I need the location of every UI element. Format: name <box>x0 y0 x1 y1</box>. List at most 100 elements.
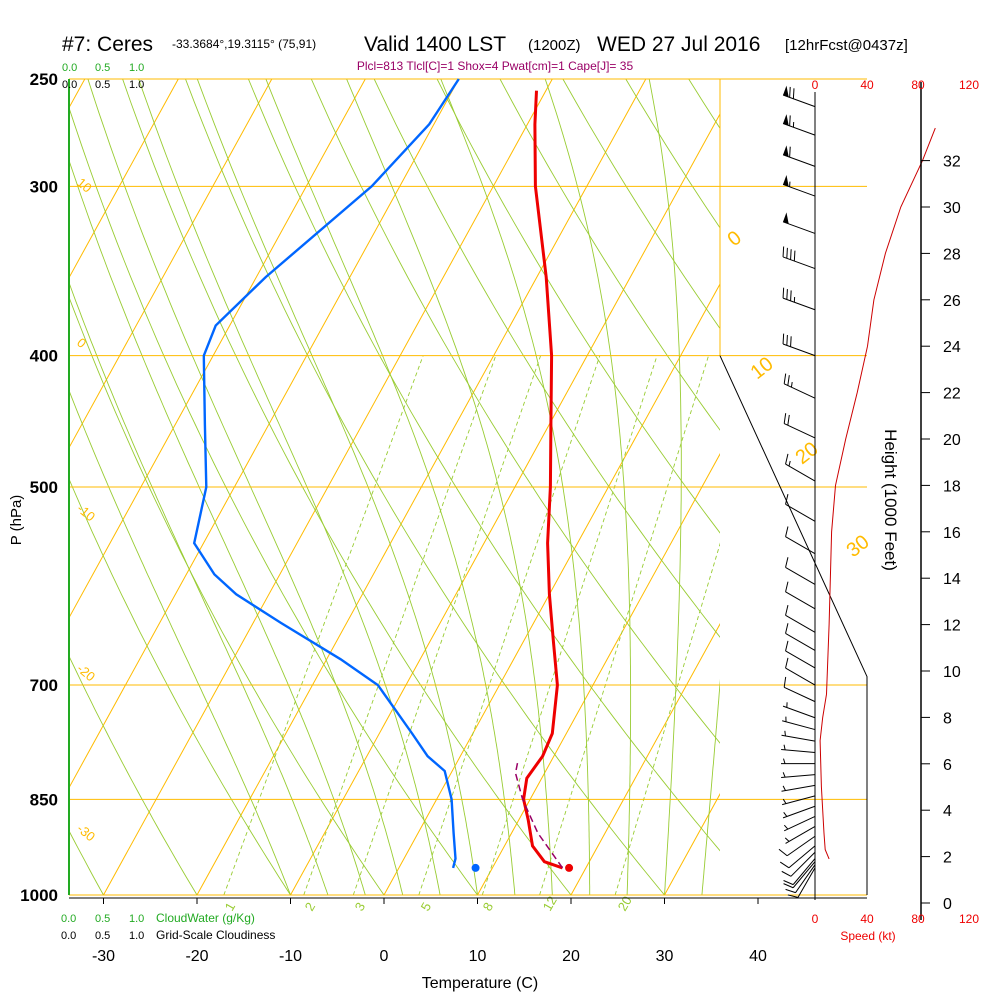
wind-barb <box>782 246 816 270</box>
mixing-ratio-3 <box>352 355 542 895</box>
wind-barb <box>785 657 816 686</box>
wind-barb-flag <box>785 640 789 652</box>
speed-bottom-tick-80: 80 <box>911 912 925 926</box>
height-axis-title: Height (1000 Feet) <box>881 429 900 571</box>
pressure-tick-400: 400 <box>30 347 58 366</box>
wind-barb <box>783 413 816 439</box>
top-cloud-scale-0: 0.0 <box>62 79 77 91</box>
wind-barb-flag <box>786 334 788 346</box>
height-tick-28: 28 <box>943 246 961 263</box>
wind-barb-flag <box>793 250 796 262</box>
wind-barb-half-flag <box>784 837 790 842</box>
wind-barb-flag <box>785 453 789 465</box>
bottom-cloud-scale-0: 0.0 <box>61 930 76 942</box>
wind-barb-flag <box>789 86 791 98</box>
wind-barb-staff <box>785 650 816 669</box>
wind-barb-flag <box>783 676 787 688</box>
wind-barb-staff <box>781 774 816 779</box>
wind-barb-flag <box>789 115 791 126</box>
dry-adiabat-60 <box>373 79 720 638</box>
height-tick-24: 24 <box>943 339 961 356</box>
valid-time: Valid 1400 LST <box>364 33 506 56</box>
surface-temperature-dot <box>565 863 574 872</box>
adiabat-label--30: -30 <box>74 821 98 845</box>
wind-barb-flag <box>785 557 789 568</box>
profile-layer <box>192 78 936 872</box>
wind-barb-staff <box>783 423 816 439</box>
wind-barb-staff <box>782 720 816 731</box>
wind-barb-flag <box>783 880 794 886</box>
temp-tick--20: -20 <box>185 948 208 965</box>
moist-adiabat-6 <box>138 79 441 895</box>
adiabat-label--10: -10 <box>74 501 98 525</box>
wind-barb-staff <box>783 686 816 703</box>
wind-barb-flag <box>785 623 789 634</box>
wind-barb-staff <box>797 867 816 898</box>
height-tick-4: 4 <box>943 803 952 820</box>
temp-tick--30: -30 <box>92 948 115 965</box>
wind-barb-staff <box>782 343 816 357</box>
pressure-tick-250: 250 <box>30 70 58 89</box>
wind-barb <box>779 845 816 869</box>
dewpoint-line <box>192 78 460 869</box>
wind-barb-flag <box>786 289 788 300</box>
wind-barb <box>785 526 816 555</box>
dry-adiabat-40 <box>247 79 720 852</box>
mixing-ratio-label-5: 5 <box>418 900 435 914</box>
wind-barb <box>785 581 816 610</box>
temp-tick-0: 0 <box>380 948 389 965</box>
wind-layer <box>778 85 816 898</box>
wind-barb-pennant <box>783 175 789 187</box>
moist-adiabat-10 <box>196 79 478 895</box>
wind-barb-flag <box>789 146 791 158</box>
grid-cloudiness-label: Grid-Scale Cloudiness <box>156 928 275 942</box>
dry-adiabat-10 <box>69 106 478 895</box>
surface-dewpoint-dot <box>471 863 480 872</box>
bottom-cloud-scale-2: 1.0 <box>129 930 144 942</box>
dry-adiabat-80 <box>499 79 720 431</box>
dry-adiabat--20 <box>69 655 198 895</box>
valid-date: WED 27 Jul 2016 <box>597 33 760 56</box>
parcel-path <box>514 759 564 869</box>
wind-barb-half-flag <box>783 811 788 817</box>
wind-barb <box>785 623 816 651</box>
top-cw-scale-2: 1.0 <box>129 62 144 74</box>
pressure-tick-300: 300 <box>30 177 58 196</box>
wind-barb <box>781 744 816 754</box>
wind-barb-pennant <box>783 114 789 126</box>
temp-tick-20: 20 <box>562 948 580 965</box>
mixing-ratio-20 <box>614 542 720 895</box>
stability-indices: Plcl=813 Tlcl[C]=1 Shox=4 Pwat[cm]=1 Cap… <box>357 59 634 73</box>
mixing-ratio-5 <box>418 355 601 895</box>
x-axis-title: Temperature (C) <box>422 975 538 992</box>
station-coords: -33.3684°,19.3115° (75,91) <box>172 37 316 51</box>
height-tick-30: 30 <box>943 200 961 217</box>
wind-barb <box>787 867 816 898</box>
height-tick-12: 12 <box>943 618 961 635</box>
wind-speed-line <box>819 127 936 860</box>
wind-barb-flag <box>783 413 787 424</box>
wind-barb <box>782 287 816 311</box>
wind-barb-flag <box>785 581 789 592</box>
pressure-tick-700: 700 <box>30 676 58 695</box>
mixing-ratio-label-8: 8 <box>480 900 497 914</box>
wind-barb-flag <box>787 375 790 386</box>
wind-barb-staff <box>782 123 816 136</box>
speed-bottom-tick-120: 120 <box>959 912 979 926</box>
isotherm-50 <box>852 79 1000 895</box>
wind-barb-staff <box>782 297 816 311</box>
wind-barb-staff <box>782 705 816 719</box>
wind-barb-staff <box>785 667 816 686</box>
wind-barb-half-flag <box>790 381 793 388</box>
speed-top-tick-80: 80 <box>911 78 925 92</box>
wind-barb-pennant <box>783 85 789 98</box>
moist-adiabat-22 <box>440 79 591 895</box>
wind-barb-flag <box>778 848 788 857</box>
wind-barb-staff <box>785 614 816 633</box>
wind-barb-half-flag <box>782 798 787 804</box>
temperature-line <box>522 90 563 870</box>
top-cw-scale-0: 0.0 <box>62 62 77 74</box>
wind-barb-half-flag <box>782 785 786 791</box>
